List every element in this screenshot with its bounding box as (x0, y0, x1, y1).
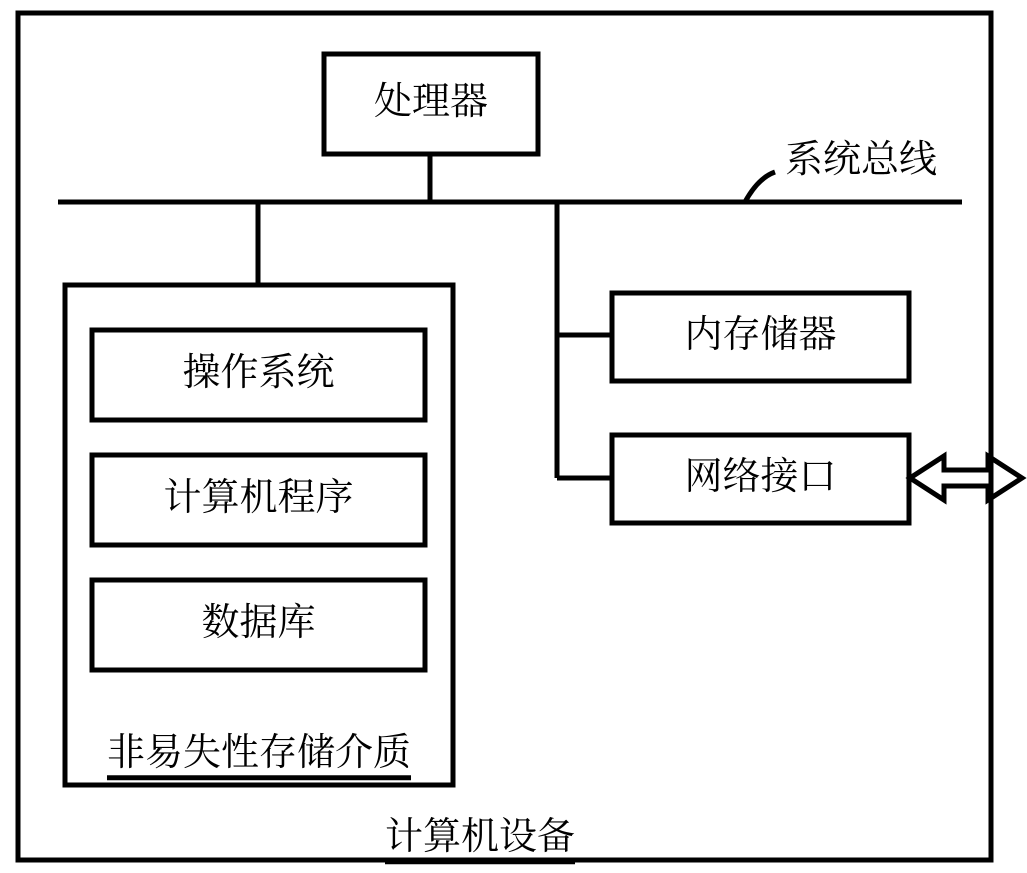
memory-label: 内存储器 (684, 303, 836, 358)
network-bidir-arrow-icon (910, 456, 1022, 500)
storage-caption: 非易失性存储介质 (107, 721, 411, 776)
bus-label-connector (745, 172, 775, 202)
network-label: 网络接口 (684, 445, 836, 500)
processor-label: 处理器 (374, 70, 488, 125)
os-label: 操作系统 (182, 341, 334, 396)
database-label: 数据库 (201, 591, 315, 646)
system-bus-label: 系统总线 (785, 128, 937, 183)
program-label: 计算机程序 (163, 466, 353, 521)
computer-device-label: 计算机设备 (385, 805, 575, 860)
